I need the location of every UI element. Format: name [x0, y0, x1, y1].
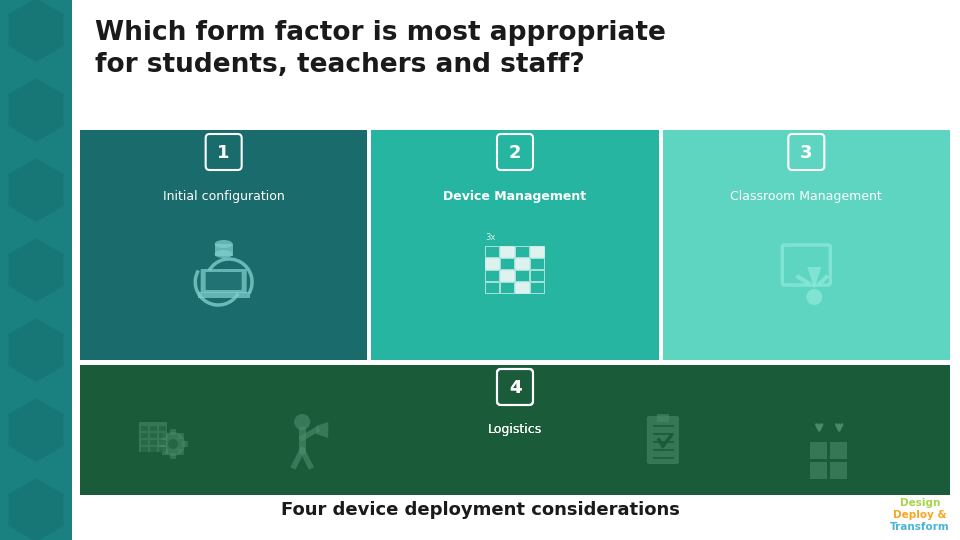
Text: 4: 4 — [509, 379, 521, 397]
Bar — [500, 270, 514, 281]
Bar — [485, 258, 499, 269]
Bar — [530, 258, 544, 269]
Text: 4: 4 — [509, 379, 521, 397]
Bar — [198, 292, 250, 298]
Circle shape — [161, 432, 185, 456]
Text: Initial configuration: Initial configuration — [163, 190, 284, 203]
Text: Logistics: Logistics — [488, 423, 542, 436]
Bar — [161, 433, 167, 438]
Bar — [500, 258, 514, 269]
Bar — [150, 426, 157, 431]
Text: Design: Design — [900, 498, 940, 508]
Bar — [150, 447, 157, 452]
FancyBboxPatch shape — [205, 272, 242, 290]
Bar — [830, 442, 847, 459]
Text: for students, teachers and staff?: for students, teachers and staff? — [95, 52, 585, 78]
Text: Classroom Management: Classroom Management — [731, 190, 882, 203]
Circle shape — [294, 414, 310, 430]
Bar — [141, 440, 148, 445]
Bar — [158, 441, 164, 447]
Circle shape — [168, 439, 178, 449]
Bar — [141, 447, 148, 452]
Bar — [179, 449, 184, 455]
Bar — [0, 0, 72, 540]
Bar — [139, 422, 167, 452]
Bar — [485, 282, 499, 293]
Bar — [150, 440, 157, 445]
Polygon shape — [807, 267, 822, 289]
Text: Transform: Transform — [890, 522, 949, 532]
Bar — [179, 433, 184, 438]
Bar — [830, 462, 847, 479]
Text: 2: 2 — [509, 144, 521, 162]
Bar — [485, 270, 499, 281]
Text: Logistics: Logistics — [488, 423, 542, 436]
Bar — [810, 462, 828, 479]
Bar — [657, 414, 669, 422]
Bar — [161, 449, 167, 455]
Text: 3: 3 — [800, 144, 812, 162]
Bar — [500, 282, 514, 293]
Bar — [515, 258, 529, 269]
Bar — [515, 270, 529, 281]
Bar — [530, 282, 544, 293]
Text: Which form factor is most appropriate: Which form factor is most appropriate — [95, 20, 666, 46]
Bar — [150, 433, 157, 438]
FancyBboxPatch shape — [647, 416, 679, 464]
Bar — [141, 426, 148, 431]
FancyBboxPatch shape — [201, 269, 247, 293]
Bar — [80, 365, 950, 495]
Bar — [80, 130, 368, 360]
Bar — [141, 433, 148, 438]
Bar — [170, 453, 176, 459]
Bar — [159, 440, 166, 445]
Ellipse shape — [215, 250, 232, 258]
Bar — [159, 447, 166, 452]
Bar — [530, 246, 544, 257]
Bar — [159, 433, 166, 438]
Bar — [170, 429, 176, 435]
Text: 3x: 3x — [485, 233, 495, 242]
Circle shape — [806, 289, 823, 305]
Bar — [515, 282, 529, 293]
Text: Four device deployment considerations: Four device deployment considerations — [280, 501, 680, 519]
Bar — [662, 130, 950, 360]
Bar — [182, 441, 188, 447]
Bar — [372, 130, 659, 360]
Bar — [485, 246, 499, 257]
Polygon shape — [316, 422, 328, 438]
Text: Device Management: Device Management — [444, 190, 587, 203]
Text: 1: 1 — [217, 144, 229, 162]
Text: Deploy &: Deploy & — [893, 510, 947, 520]
Bar — [159, 426, 166, 431]
Bar — [215, 244, 232, 256]
Bar — [500, 246, 514, 257]
Ellipse shape — [215, 240, 232, 248]
Bar — [810, 442, 828, 459]
Bar — [515, 246, 529, 257]
Bar — [530, 270, 544, 281]
